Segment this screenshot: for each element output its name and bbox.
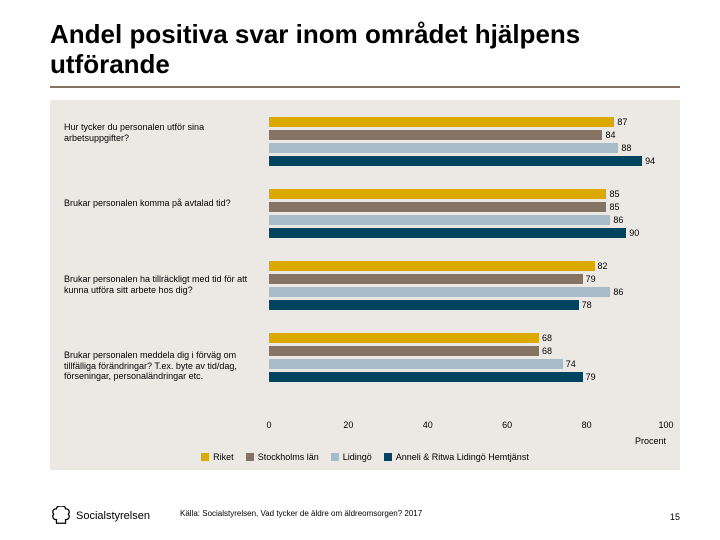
bar-row: 78 xyxy=(269,299,666,311)
legend-swatch xyxy=(384,453,392,461)
bar-row: 94 xyxy=(269,155,666,167)
bar-value: 84 xyxy=(605,130,615,140)
bar-value: 82 xyxy=(598,261,608,271)
logo-text: Socialstyrelsen xyxy=(76,510,150,522)
bar xyxy=(269,333,539,343)
bar xyxy=(269,215,610,225)
bar-row: 82 xyxy=(269,260,666,272)
bar-value: 94 xyxy=(645,156,655,166)
x-tick: 0 xyxy=(266,420,271,430)
bar-value: 88 xyxy=(621,143,631,153)
bar-value: 74 xyxy=(566,359,576,369)
bar-row: 79 xyxy=(269,273,666,285)
bar-value: 86 xyxy=(613,287,623,297)
legend-label: Lidingö xyxy=(343,452,372,462)
chart-area: Hur tycker du personalen utför sina arbe… xyxy=(50,100,680,470)
legend: Riket Stockholms län Lidingö Anneli & Ritwa… xyxy=(64,452,666,462)
bar xyxy=(269,228,626,238)
bar-row: 88 xyxy=(269,142,666,154)
bar xyxy=(269,287,610,297)
bar-value: 78 xyxy=(582,300,592,310)
bar xyxy=(269,143,618,153)
bar-value: 68 xyxy=(542,346,552,356)
bar xyxy=(269,189,606,199)
source-text: Källa: Socialstyrelsen, Vad tycker de äl… xyxy=(180,509,422,518)
legend-item: Lidingö xyxy=(331,452,372,462)
bar-row: 86 xyxy=(269,214,666,226)
legend-label: Stockholms län xyxy=(258,452,319,462)
bar xyxy=(269,300,579,310)
bar-row: 84 xyxy=(269,129,666,141)
legend-label: Anneli & Ritwa Lidingö Hemtjänst xyxy=(396,452,529,462)
x-tick: 100 xyxy=(658,420,673,430)
bar-value: 68 xyxy=(542,333,552,343)
bar-row: 86 xyxy=(269,286,666,298)
question-label: Brukar personalen meddela dig i förväg o… xyxy=(64,340,269,404)
logo: Socialstyrelsen xyxy=(50,506,150,526)
question-label: Brukar personalen komma på avtalad tid? xyxy=(64,188,269,252)
bar-value: 85 xyxy=(609,189,619,199)
bar-row: 90 xyxy=(269,227,666,239)
page-number: 15 xyxy=(670,512,680,522)
page-title: Andel positiva svar inom området hjälpen… xyxy=(50,20,680,80)
bar xyxy=(269,261,595,271)
bar xyxy=(269,202,606,212)
x-tick: 20 xyxy=(343,420,353,430)
bar-value: 79 xyxy=(586,372,596,382)
bar-value: 85 xyxy=(609,202,619,212)
bar xyxy=(269,359,563,369)
legend-swatch xyxy=(246,453,254,461)
bar xyxy=(269,130,602,140)
bar-value: 87 xyxy=(617,117,627,127)
bar-row: 68 xyxy=(269,345,666,357)
bar-row: 85 xyxy=(269,201,666,213)
legend-item: Riket xyxy=(201,452,234,462)
x-tick: 40 xyxy=(423,420,433,430)
legend-label: Riket xyxy=(213,452,234,462)
title-underline xyxy=(50,86,680,88)
bar-row: 85 xyxy=(269,188,666,200)
bar-value: 79 xyxy=(586,274,596,284)
socialstyrelsen-icon xyxy=(50,506,72,526)
x-axis-label: Procent xyxy=(64,436,666,446)
x-tick: 80 xyxy=(582,420,592,430)
bar xyxy=(269,274,583,284)
legend-swatch xyxy=(331,453,339,461)
question-label: Hur tycker du personalen utför sina arbe… xyxy=(64,112,269,176)
x-axis: 020406080100 xyxy=(269,420,666,434)
x-tick: 60 xyxy=(502,420,512,430)
bar-value: 86 xyxy=(613,215,623,225)
bar xyxy=(269,372,583,382)
legend-item: Anneli & Ritwa Lidingö Hemtjänst xyxy=(384,452,529,462)
bar xyxy=(269,117,614,127)
bar xyxy=(269,346,539,356)
question-label: Brukar personalen ha tillräckligt med ti… xyxy=(64,264,269,328)
bar-row: 68 xyxy=(269,332,666,344)
bar-value: 90 xyxy=(629,228,639,238)
bar-row: 74 xyxy=(269,358,666,370)
legend-swatch xyxy=(201,453,209,461)
bar xyxy=(269,156,642,166)
legend-item: Stockholms län xyxy=(246,452,319,462)
bar-row: 79 xyxy=(269,371,666,383)
bar-row: 87 xyxy=(269,116,666,128)
